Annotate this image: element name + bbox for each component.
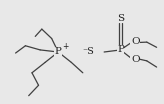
Text: ⁻S: ⁻S bbox=[82, 48, 94, 56]
Text: +: + bbox=[62, 42, 68, 51]
Text: P: P bbox=[55, 48, 62, 56]
Text: O: O bbox=[131, 37, 140, 46]
Text: P: P bbox=[117, 45, 124, 54]
Text: O: O bbox=[131, 55, 140, 64]
Text: S: S bbox=[117, 14, 124, 23]
